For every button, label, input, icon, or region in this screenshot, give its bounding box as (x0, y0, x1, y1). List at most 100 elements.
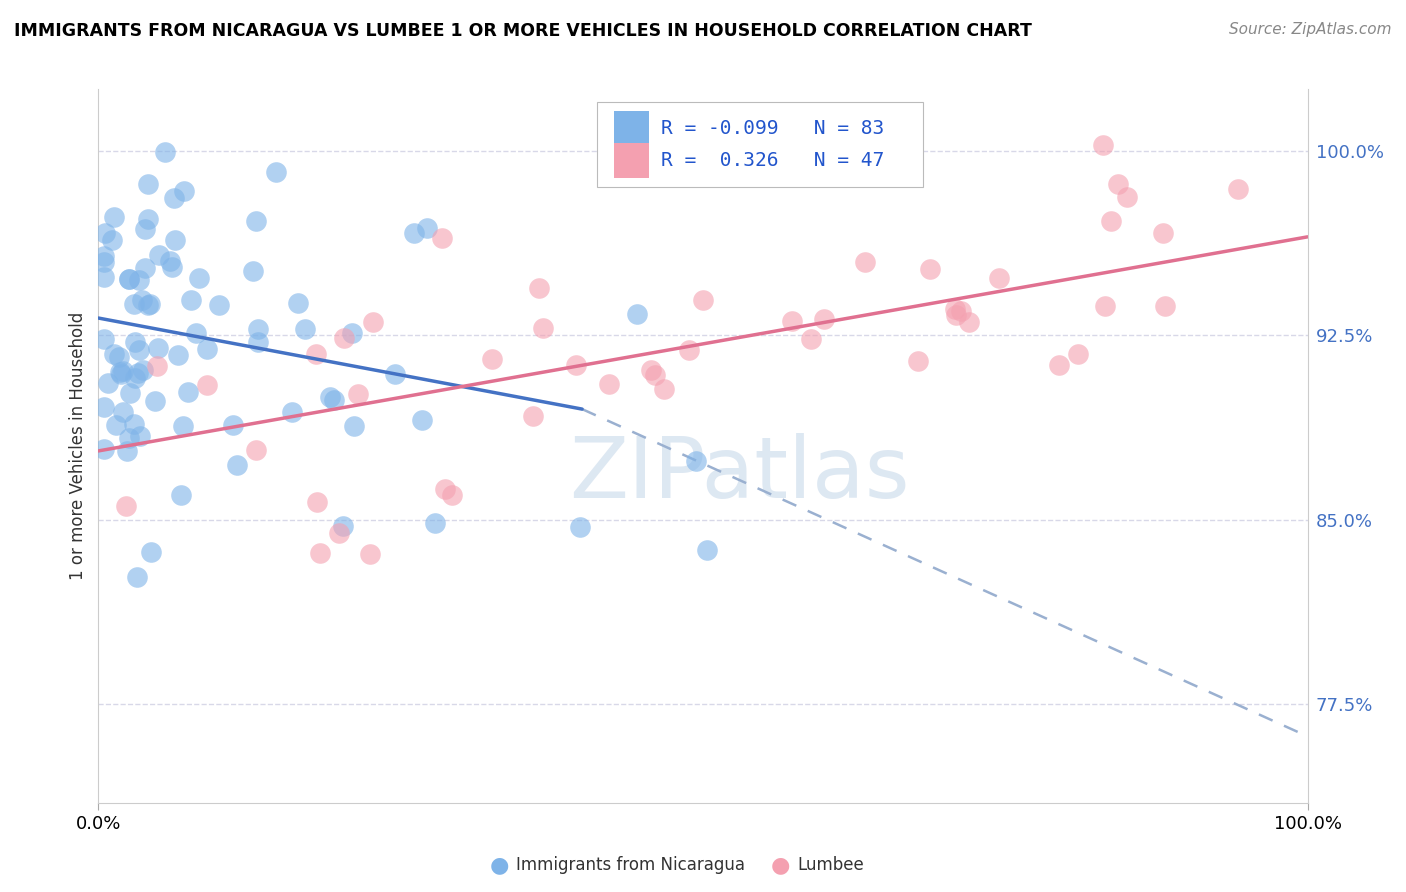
Point (93, 442, 115, 456)
Point (945, 308, 967, 322)
Point (416, 220, 439, 235)
Point (294, 322, 316, 336)
Point (347, 387, 370, 401)
Point (440, 488, 463, 502)
Point (225, 458, 247, 473)
Point (1047, 358, 1070, 372)
Point (245, 442, 267, 457)
Point (128, 273, 150, 287)
Point (169, 488, 191, 502)
Point (136, 178, 159, 192)
Point (246, 335, 269, 350)
Point (359, 547, 381, 561)
Point (132, 363, 155, 377)
Point (103, 210, 125, 224)
Point (148, 248, 170, 262)
Point (173, 184, 195, 198)
Point (93, 332, 115, 346)
Point (222, 418, 245, 433)
Point (988, 271, 1011, 285)
Point (678, 343, 700, 357)
Point (104, 417, 127, 432)
Point (813, 312, 835, 326)
Point (163, 233, 186, 247)
Point (141, 545, 163, 559)
Point (139, 297, 162, 311)
Point (111, 405, 134, 419)
Point (1092, 137, 1115, 152)
Point (184, 326, 207, 340)
Point (323, 392, 346, 407)
Point (333, 331, 356, 345)
Point (361, 316, 384, 330)
Point (143, 394, 166, 409)
Text: Lumbee: Lumbee (797, 856, 863, 874)
Point (177, 385, 200, 400)
Point (242, 263, 264, 277)
Point (93, 400, 115, 414)
Point (1067, 347, 1090, 361)
Point (108, 365, 131, 379)
Point (122, 417, 145, 432)
Point (423, 516, 446, 530)
Point (93, 269, 115, 284)
Point (626, 307, 648, 321)
Point (172, 418, 194, 433)
Text: ●: ● (489, 855, 509, 875)
Point (118, 272, 141, 286)
Point (93, 255, 115, 269)
Point (343, 418, 366, 433)
Text: R = -0.099   N = 83: R = -0.099 N = 83 (661, 119, 884, 138)
Point (128, 343, 150, 358)
Point (155, 145, 177, 160)
Point (136, 212, 159, 227)
Y-axis label: 1 or more Vehicles in Household: 1 or more Vehicles in Household (69, 312, 87, 580)
Point (481, 351, 503, 366)
Point (134, 260, 156, 275)
Point (287, 296, 309, 310)
Point (630, 160, 652, 174)
Point (281, 405, 304, 419)
Text: Immigrants from Nicaragua: Immigrants from Nicaragua (516, 856, 745, 874)
Point (131, 293, 153, 308)
Point (318, 390, 340, 404)
Point (124, 371, 146, 385)
Point (1107, 177, 1129, 191)
Point (644, 368, 666, 382)
Point (411, 413, 433, 427)
Point (266, 165, 288, 179)
Point (108, 350, 131, 364)
Point (122, 297, 145, 311)
Point (640, 363, 662, 377)
Text: R =  0.326   N = 47: R = 0.326 N = 47 (661, 151, 884, 170)
Point (180, 293, 202, 307)
Point (146, 359, 169, 373)
Point (112, 364, 135, 378)
Point (245, 214, 267, 228)
Point (115, 499, 138, 513)
Point (146, 341, 169, 355)
Point (696, 543, 718, 558)
Point (94, 226, 117, 240)
Point (118, 431, 141, 445)
Point (110, 367, 132, 381)
Point (305, 347, 328, 361)
Point (160, 260, 183, 274)
Text: Source: ZipAtlas.com: Source: ZipAtlas.com (1229, 22, 1392, 37)
Point (332, 519, 354, 533)
Point (188, 271, 211, 285)
Point (907, 353, 929, 368)
Point (434, 482, 457, 496)
Point (100, 233, 122, 247)
Point (93, 249, 115, 263)
Point (522, 409, 544, 424)
Point (402, 226, 425, 240)
Text: ZIPatlas: ZIPatlas (569, 433, 910, 516)
Point (957, 315, 980, 329)
Point (127, 366, 149, 380)
Point (120, 386, 142, 401)
Point (1094, 299, 1116, 313)
Point (384, 367, 406, 381)
Point (342, 326, 364, 340)
Point (103, 346, 125, 360)
